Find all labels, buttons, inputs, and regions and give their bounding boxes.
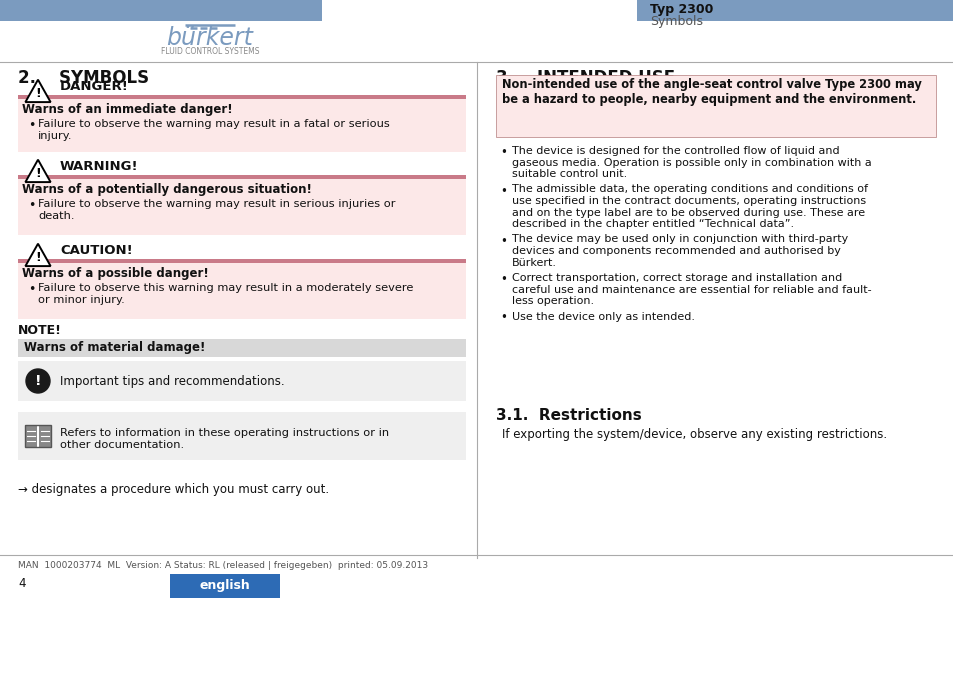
- Text: Symbols: Symbols: [649, 15, 702, 28]
- Polygon shape: [26, 244, 51, 266]
- Bar: [18, 179, 465, 235]
- Text: !: !: [35, 87, 41, 100]
- Bar: [18, 99, 465, 152]
- Polygon shape: [26, 79, 51, 102]
- Text: FLUID CONTROL SYSTEMS: FLUID CONTROL SYSTEMS: [161, 46, 259, 55]
- Text: •: •: [28, 199, 35, 212]
- Text: DANGER!: DANGER!: [60, 81, 129, 94]
- Text: Warns of an immediate danger!: Warns of an immediate danger!: [22, 103, 233, 116]
- Bar: [18, 339, 465, 357]
- Text: CAUTION!: CAUTION!: [60, 244, 132, 258]
- Bar: [18, 259, 465, 263]
- Text: english: english: [199, 579, 250, 592]
- Bar: [496, 75, 935, 137]
- Text: Important tips and recommendations.: Important tips and recommendations.: [60, 374, 284, 388]
- Text: •: •: [28, 119, 35, 132]
- Bar: [637, 0, 953, 21]
- Bar: [25, 425, 51, 447]
- Text: Non-intended use of the angle-seat control valve Type 2300 may
be a hazard to pe: Non-intended use of the angle-seat contr…: [501, 78, 921, 106]
- Text: Typ 2300: Typ 2300: [649, 3, 713, 15]
- Text: !: !: [35, 251, 41, 264]
- Text: The device is designed for the controlled flow of liquid and
gaseous media. Oper: The device is designed for the controlle…: [512, 146, 871, 179]
- Bar: [18, 95, 465, 99]
- Circle shape: [26, 369, 50, 393]
- Text: 4: 4: [18, 577, 26, 590]
- Bar: [18, 175, 465, 179]
- Text: The admissible data, the operating conditions and conditions of
use specified in: The admissible data, the operating condi…: [512, 184, 867, 229]
- Text: Warns of a potentially dangerous situation!: Warns of a potentially dangerous situati…: [22, 183, 312, 196]
- Text: → designates a procedure which you must carry out.: → designates a procedure which you must …: [18, 483, 329, 496]
- Bar: [170, 574, 280, 598]
- Bar: [18, 361, 465, 401]
- Text: If exporting the system/device, observe any existing restrictions.: If exporting the system/device, observe …: [501, 428, 886, 441]
- Text: 3.1.  Restrictions: 3.1. Restrictions: [496, 408, 641, 423]
- Text: •: •: [499, 146, 506, 159]
- Polygon shape: [26, 160, 51, 182]
- Text: •: •: [28, 283, 35, 296]
- Text: MAN  1000203774  ML  Version: A Status: RL (released | freigegeben)  printed: 05: MAN 1000203774 ML Version: A Status: RL …: [18, 561, 428, 570]
- Text: Failure to observe this warning may result in a moderately severe
or minor injur: Failure to observe this warning may resu…: [38, 283, 413, 305]
- Text: Correct transportation, correct storage and installation and
careful use and mai: Correct transportation, correct storage …: [512, 273, 871, 306]
- Text: 3.    INTENDED USE: 3. INTENDED USE: [496, 69, 675, 87]
- Bar: [37, 425, 39, 447]
- Text: bürkert: bürkert: [167, 26, 253, 50]
- Text: WARNING!: WARNING!: [60, 160, 138, 174]
- Text: •: •: [499, 273, 506, 286]
- Text: The device may be used only in conjunction with third-party
devices and componen: The device may be used only in conjuncti…: [512, 234, 847, 268]
- Text: 2.    SYMBOLS: 2. SYMBOLS: [18, 69, 149, 87]
- Bar: [18, 263, 465, 319]
- Bar: [18, 412, 465, 460]
- Text: !: !: [34, 374, 41, 388]
- Bar: [0, 0, 322, 21]
- Text: Warns of a possible danger!: Warns of a possible danger!: [22, 267, 209, 280]
- Text: •: •: [499, 312, 506, 324]
- Text: NOTE!: NOTE!: [18, 324, 62, 337]
- Text: !: !: [35, 167, 41, 180]
- Text: Warns of material damage!: Warns of material damage!: [24, 341, 205, 355]
- Text: Use the device only as intended.: Use the device only as intended.: [512, 312, 695, 322]
- Text: Refers to information in these operating instructions or in
other documentation.: Refers to information in these operating…: [60, 428, 389, 450]
- Text: •: •: [499, 234, 506, 248]
- Text: Failure to observe the warning may result in serious injuries or
death.: Failure to observe the warning may resul…: [38, 199, 395, 221]
- Text: •: •: [499, 184, 506, 197]
- Bar: [25, 425, 51, 447]
- Text: Failure to observe the warning may result in a fatal or serious
injury.: Failure to observe the warning may resul…: [38, 119, 390, 141]
